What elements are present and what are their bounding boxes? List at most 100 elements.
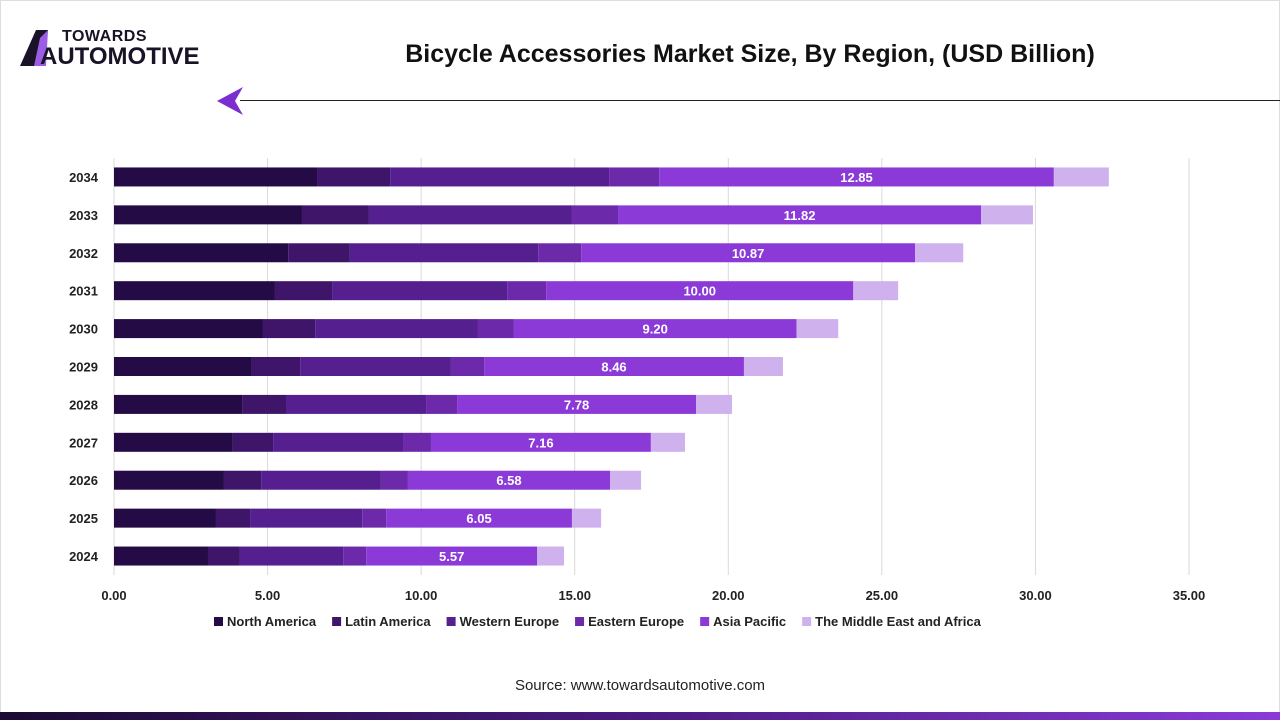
bar-segment [581,243,916,263]
legend-item: Asia Pacific [713,614,786,629]
bar-segment [301,205,369,225]
bar-segment [114,319,263,339]
x-tick-label: 5.00 [255,588,280,603]
bar-segment [537,546,564,566]
bar-segment [546,281,854,301]
bar-segment [286,394,427,414]
data-label: 6.58 [496,473,521,488]
x-tick-label: 0.00 [101,588,126,603]
data-label: 10.87 [732,246,765,261]
chart-title: Bicycle Accessories Market Size, By Regi… [405,40,1095,68]
legend-swatch [214,617,223,626]
bar-segment [273,432,404,452]
legend-item: Eastern Europe [588,614,684,629]
data-label: 5.57 [439,549,464,564]
x-tick-label: 15.00 [558,588,591,603]
bar-segment [114,357,252,376]
legend-swatch [446,617,456,626]
data-label: 9.20 [643,322,668,337]
bar-segment [853,281,899,301]
y-tick-label: 2032 [69,246,98,261]
bar-segment [513,319,797,339]
x-tick-label: 25.00 [866,588,899,603]
bar-segment [262,319,316,339]
bar-segment [796,319,839,339]
bar-segment [507,281,547,301]
bar-segment [215,508,251,528]
bar-segment [1053,167,1109,187]
bar-segment [457,394,697,414]
bar-segment [403,432,431,452]
data-label: 12.85 [840,170,873,185]
bar-segment [114,243,289,263]
bar-segment [232,432,274,452]
bar-segment [618,205,982,225]
bar-segment [317,167,391,187]
y-tick-label: 2026 [69,473,98,488]
bar-segment [609,167,660,187]
bar-segment [450,357,485,376]
bar-segment [743,357,783,376]
logo-mark-icon [20,30,48,66]
bar-segment [349,243,539,263]
y-tick-label: 2030 [69,322,98,337]
bar-segment [223,470,262,490]
bar-segment [114,546,208,566]
data-label: 7.78 [564,397,589,412]
bar-segment [368,205,572,225]
arrow-left-icon [217,87,243,115]
source-text: Source: www.towardsautomotive.com [514,677,766,694]
bar-segment [380,470,408,490]
bar-segment [915,243,964,263]
legend-item: North America [227,614,317,629]
data-label: 7.16 [528,435,553,450]
bar-segment [261,470,381,490]
bar-segment [239,546,344,566]
x-tick-label: 30.00 [1019,588,1052,603]
bar-segment [650,432,685,452]
y-tick-label: 2024 [69,549,99,564]
bar-segment [696,394,732,414]
bar-segment [288,243,350,263]
bar-segment [538,243,582,263]
bar-segment [315,319,478,339]
bar-segment [571,508,602,528]
legend-swatch [700,617,710,626]
x-tick-label: 35.00 [1173,588,1206,603]
x-tick-label: 10.00 [405,588,438,603]
legend-swatch [575,617,585,626]
bar-segment [114,508,216,528]
bar-segment [386,508,572,528]
x-tick-label: 20.00 [712,588,745,603]
y-tick-label: 2027 [69,435,98,450]
y-tick-label: 2029 [69,360,98,375]
bar-segment [343,546,367,566]
bar-segment [366,546,538,566]
bar-segment [114,394,243,414]
bar-segment [484,357,744,376]
logo-text-top: TOWARDS [62,28,147,45]
bar-segment [114,167,318,187]
bar-segment [207,546,240,566]
y-tick-label: 2033 [69,208,98,223]
legend-swatch [332,617,342,626]
data-label: 11.82 [784,208,816,223]
data-label: 10.00 [683,284,716,299]
legend-item: Western Europe [460,614,559,629]
divider [240,100,1280,101]
legend-item: Latin America [345,614,431,629]
bar-segment [610,470,642,490]
legend-item: The Middle East and Africa [815,614,981,629]
bar-segment [390,167,610,187]
data-label: 8.46 [601,360,626,375]
bar-segment [114,205,302,225]
y-tick-label: 2034 [69,170,99,185]
bar-segment [477,319,514,339]
bottom-bar [0,712,1280,720]
bar-segment [114,432,233,452]
legend-swatch [802,617,812,626]
bar-segment [250,508,363,528]
bar-segment [274,281,333,301]
bar-segment [981,205,1033,225]
